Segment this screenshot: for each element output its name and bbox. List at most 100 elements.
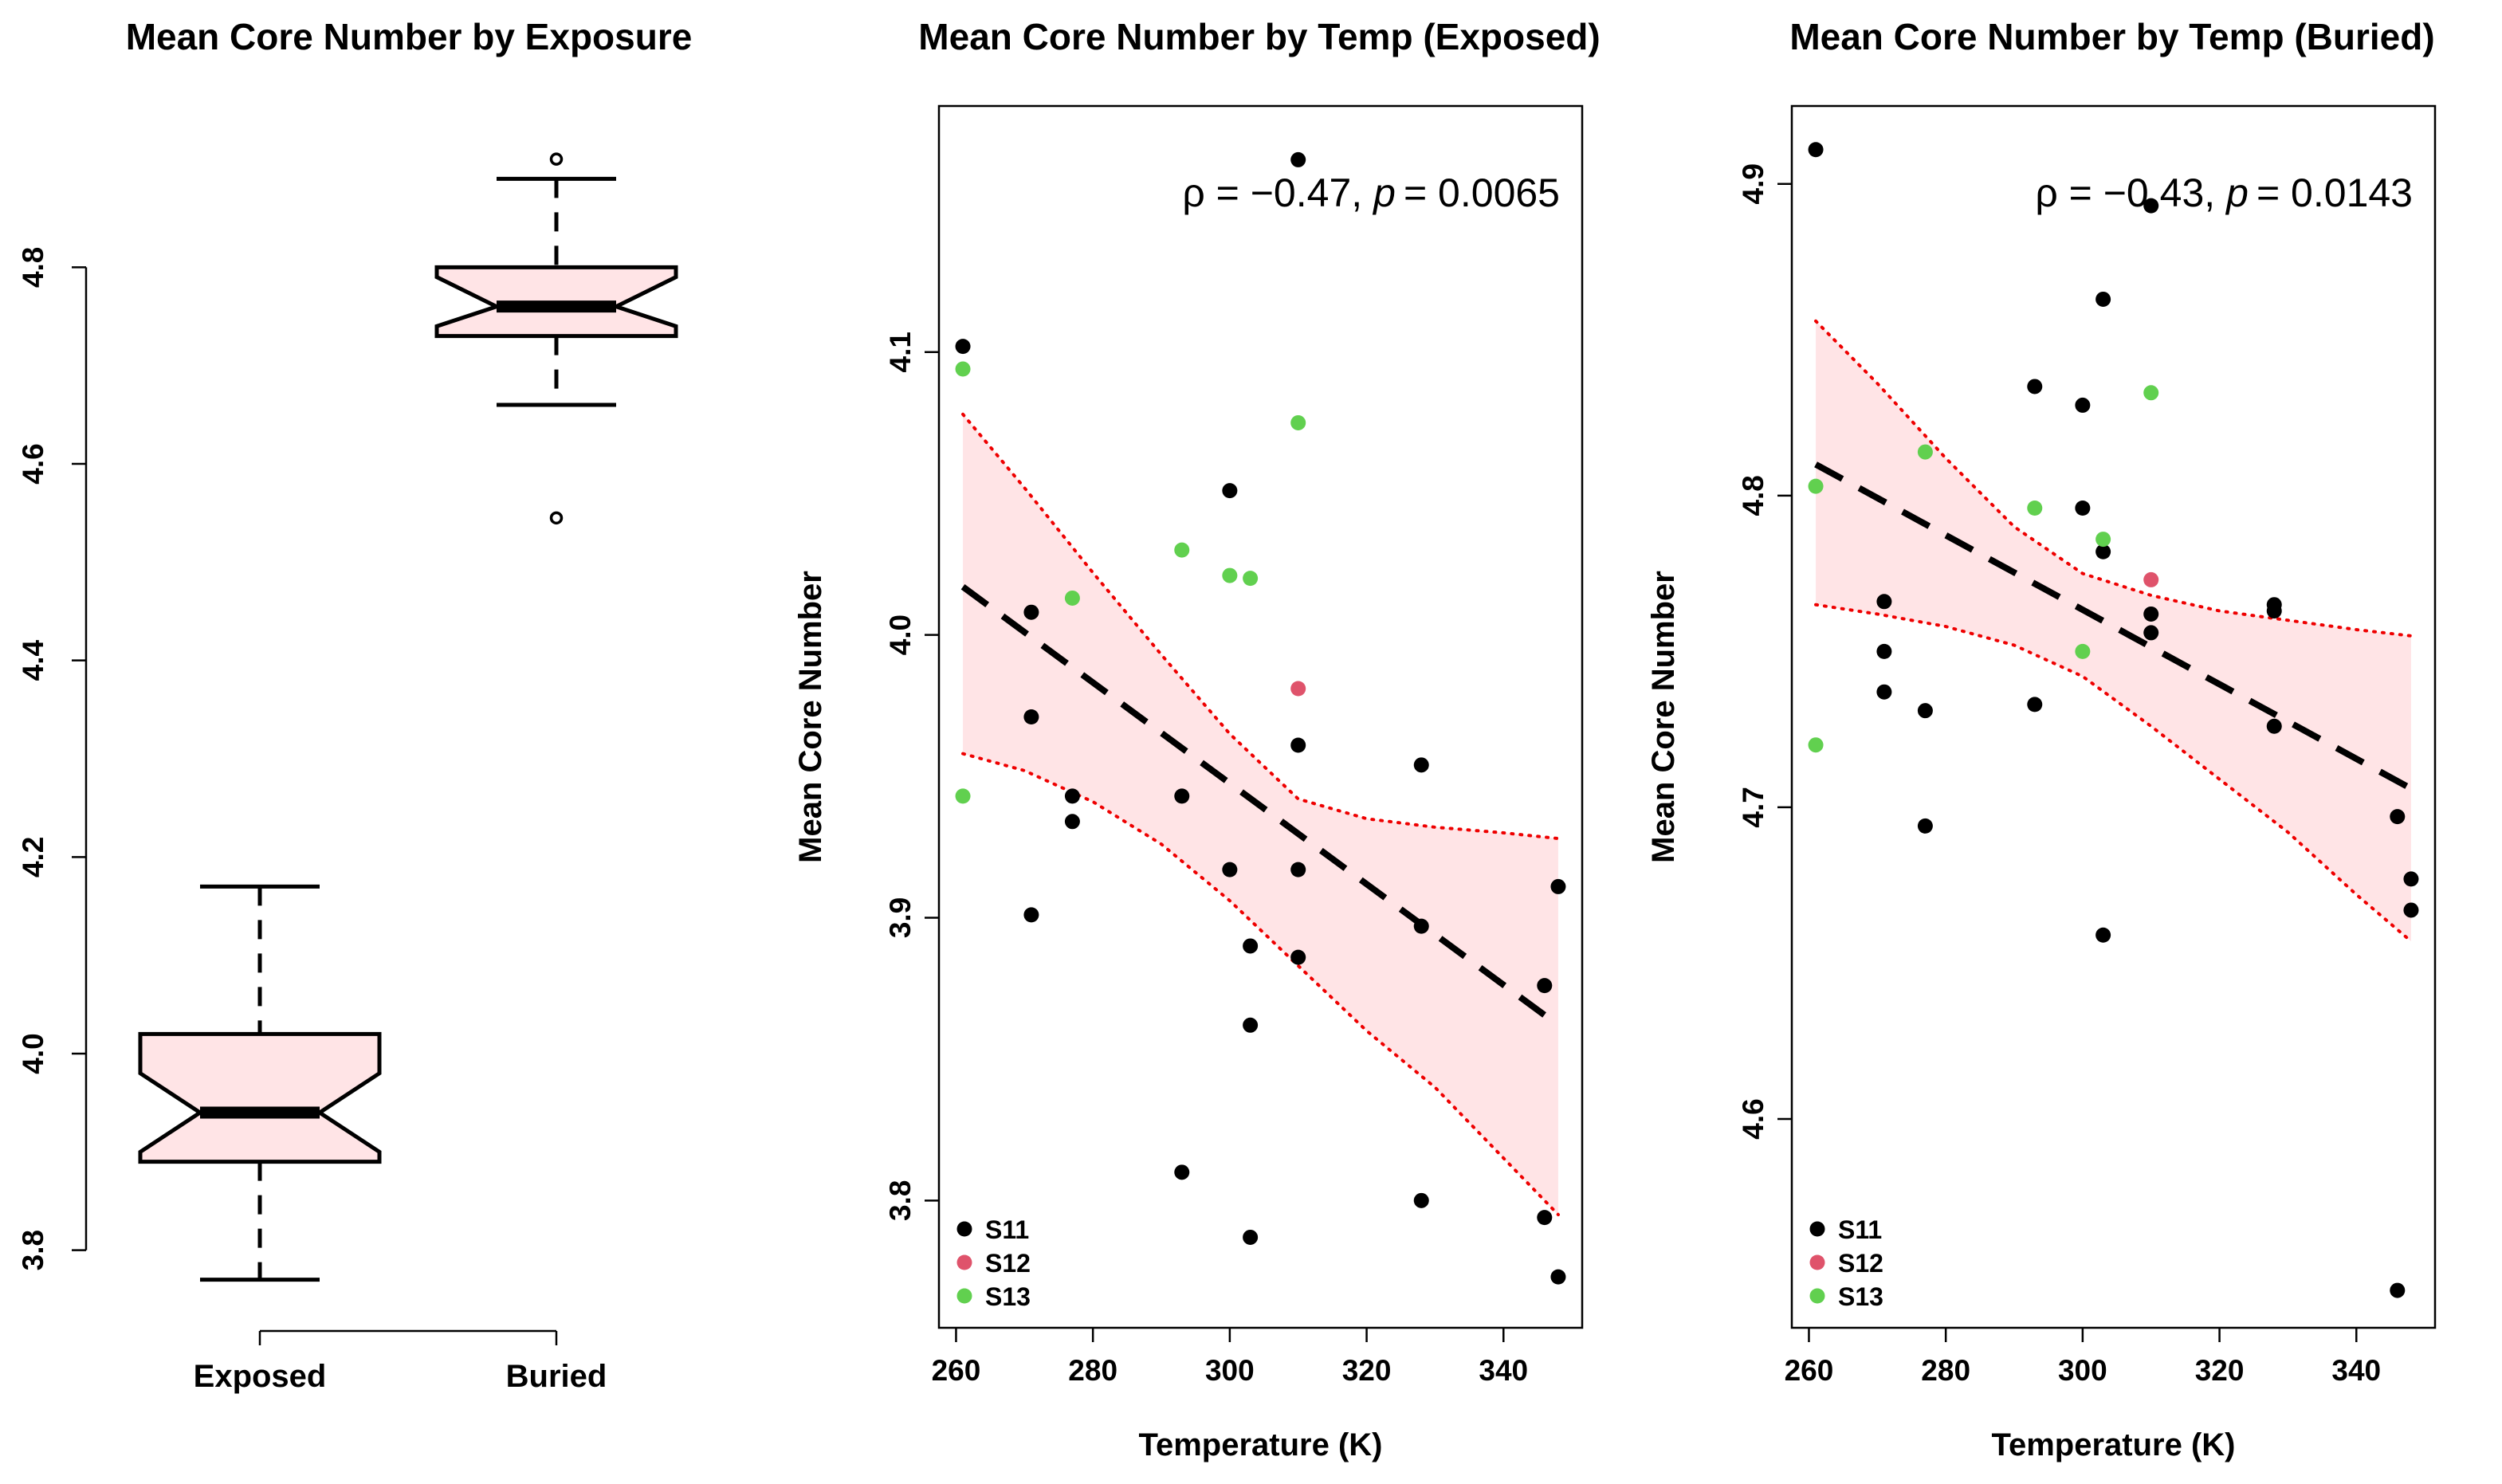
data-point-s11	[1413, 757, 1429, 773]
x-tick-label: 320	[1342, 1354, 1392, 1387]
data-point-s12	[1290, 681, 1306, 697]
data-point-s11	[2390, 1282, 2406, 1298]
p-symbol: p	[1372, 171, 1396, 215]
data-point-s11	[2143, 606, 2159, 622]
data-point-s13	[1808, 478, 1824, 494]
legend-marker-s12	[1809, 1254, 1825, 1270]
p-symbol: p	[2225, 171, 2249, 215]
data-point-s11	[1174, 1164, 1190, 1180]
legend-label-s12: S12	[1838, 1249, 1883, 1278]
y-tick-label: 4.7	[1737, 787, 1769, 827]
data-point-s11	[1550, 878, 1566, 894]
y-tick-label: 4.6	[17, 443, 49, 484]
regression-fit-line	[1814, 461, 2413, 791]
data-point-s11	[2095, 544, 2111, 559]
data-point-s11	[1222, 862, 1238, 877]
data-point-s11	[2266, 718, 2282, 734]
y-tick-label: 4.4	[17, 640, 49, 681]
legend-marker-s12	[956, 1254, 972, 1270]
data-point-s11	[1537, 1210, 1553, 1226]
data-point-s11	[1876, 684, 1892, 700]
y-tick-label: 4.2	[17, 837, 49, 877]
data-point-s13	[955, 361, 971, 377]
x-tick-label: 260	[1785, 1354, 1834, 1387]
rho-label: ρ = −0.43,	[2035, 171, 2215, 215]
data-point-s11	[2143, 198, 2159, 214]
y-tick-label: 4.8	[1737, 475, 1769, 516]
x-axis-title: Temperature (K)	[1139, 1427, 1383, 1462]
data-point-s11	[1550, 1269, 1566, 1285]
data-point-s11	[2027, 697, 2043, 713]
data-point-s11	[1023, 907, 1039, 923]
p-value: = 0.0065	[1404, 171, 1560, 215]
data-point-s11	[1917, 818, 1933, 834]
data-point-s11	[2027, 379, 2043, 395]
x-tick-label: 340	[2331, 1354, 2381, 1387]
data-point-s11	[1917, 703, 1933, 719]
x-tick-label: 320	[2195, 1354, 2245, 1387]
data-point-s11	[2075, 500, 2091, 516]
ci-upper-line	[961, 412, 1560, 841]
data-point-s13	[1917, 444, 1933, 460]
confidence-band	[963, 414, 1558, 1215]
data-point-s11	[2095, 927, 2111, 943]
data-point-s13	[2095, 532, 2111, 548]
p-value: = 0.0143	[2257, 171, 2413, 215]
rho-label: ρ = −0.47,	[1182, 171, 1362, 215]
data-point-s11	[1243, 1229, 1259, 1245]
data-point-s11	[2075, 397, 2091, 413]
legend-label-s12: S12	[985, 1249, 1031, 1278]
regression-fit-line	[960, 584, 1561, 1028]
data-point-s11	[1023, 604, 1039, 620]
y-tick-label: 4.0	[884, 614, 917, 655]
plot-frame	[937, 104, 1584, 1329]
y-tick-label: 4.0	[17, 1033, 49, 1074]
x-tick-label-buried: Buried	[506, 1359, 607, 1394]
y-tick-label: 3.8	[884, 1180, 917, 1221]
data-point-s11	[2095, 291, 2111, 307]
data-point-s13	[955, 788, 971, 804]
outlier-point-buried	[549, 511, 564, 525]
data-point-s13	[1222, 567, 1238, 583]
data-point-s13	[2075, 643, 2091, 659]
x-tick-label: 300	[1205, 1354, 1255, 1387]
data-point-s13	[1808, 737, 1824, 753]
data-point-s12	[2143, 571, 2159, 587]
data-point-s13	[1064, 590, 1080, 606]
data-point-s13	[1174, 542, 1190, 558]
chart-title: Mean Core Number by Temp (Exposed)	[918, 16, 1600, 57]
correlation-annotation: ρ = −0.47, p = 0.0065	[1182, 171, 1560, 215]
data-point-s11	[1876, 594, 1892, 610]
data-point-s11	[1222, 483, 1238, 499]
data-point-s11	[1290, 862, 1306, 877]
data-point-s11	[2266, 603, 2282, 619]
data-point-s11	[1174, 788, 1190, 804]
plot-frame	[1790, 104, 2437, 1329]
data-point-s11	[1290, 151, 1306, 167]
y-tick-label: 4.6	[1737, 1098, 1769, 1139]
data-point-s13	[1243, 571, 1259, 587]
y-tick-label: 4.9	[1737, 163, 1769, 204]
data-point-s11	[2403, 871, 2419, 887]
x-tick-label: 280	[1921, 1354, 1970, 1387]
data-point-s11	[1064, 788, 1080, 804]
x-tick-label: 280	[1068, 1354, 1117, 1387]
data-point-s11	[1290, 949, 1306, 965]
legend-label-s13: S13	[1838, 1282, 1883, 1311]
x-tick-label: 300	[2058, 1354, 2107, 1387]
chart-title: Mean Core Number by Exposure	[126, 16, 693, 57]
data-point-s13	[2143, 385, 2159, 401]
y-tick-label: 3.8	[17, 1230, 49, 1270]
scatter-panel-buried: Mean Core Number by Temp (Buried) 260 280 3…	[1646, 16, 2437, 1462]
ci-lower-line	[1814, 603, 2413, 944]
chart-title: Mean Core Number by Temp (Buried)	[1789, 16, 2434, 57]
x-tick-label: 260	[932, 1354, 981, 1387]
legend-marker-s11	[1809, 1221, 1825, 1237]
data-point-s11	[1290, 737, 1306, 753]
data-point-s11	[1064, 814, 1080, 830]
correlation-annotation: ρ = −0.43, p = 0.0143	[2035, 171, 2413, 215]
data-point-s11	[1243, 938, 1259, 954]
data-point-s13	[2027, 500, 2043, 516]
y-axis-title: Mean Core Number	[1646, 571, 1681, 863]
